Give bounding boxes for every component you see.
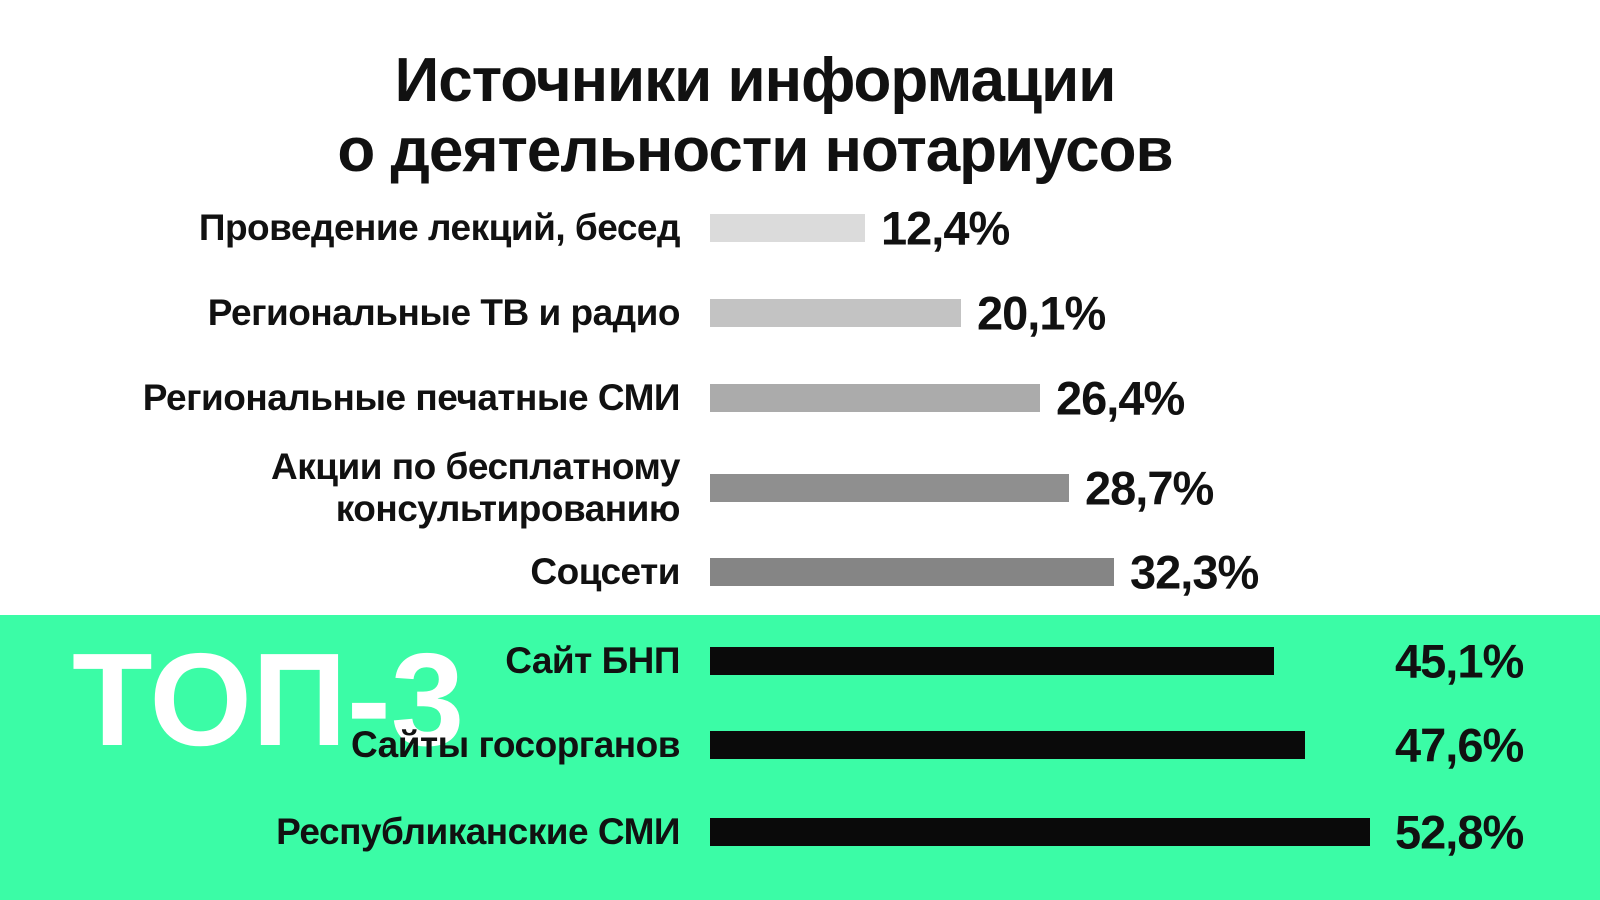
value-bar xyxy=(710,474,1069,502)
category-label: Сайты госорганов xyxy=(351,724,681,765)
value-bar xyxy=(710,558,1114,586)
category-label: Проведение лекций, бесед xyxy=(198,207,681,248)
value-label: 28,7% xyxy=(1085,461,1214,515)
category-label: Региональные ТВ и радио xyxy=(207,292,681,333)
value-label: 12,4% xyxy=(881,201,1010,255)
top3-label: ТОП-3 xyxy=(72,626,465,773)
value-label: 20,1% xyxy=(977,286,1106,340)
category-label: Региональные печатные СМИ xyxy=(142,377,681,418)
chart-title-line2: о деятельности нотариусов xyxy=(337,116,1173,185)
category-label: Соцсети xyxy=(530,551,680,592)
chart-title: Источники информации о деятельности нота… xyxy=(0,46,1510,186)
category-label: Акции по бесплатному консультированию xyxy=(271,446,680,529)
value-bar xyxy=(710,384,1040,412)
value-bar xyxy=(710,731,1305,759)
value-bar xyxy=(710,214,865,242)
value-label: 47,6% xyxy=(1395,718,1524,772)
value-label: 26,4% xyxy=(1056,371,1185,425)
chart-title-line1: Источники информации xyxy=(394,46,1117,115)
category-label: Республиканские СМИ xyxy=(276,811,680,852)
value-label: 32,3% xyxy=(1130,545,1259,599)
value-bar xyxy=(710,299,961,327)
value-label: 52,8% xyxy=(1395,805,1524,859)
value-bar xyxy=(710,818,1370,846)
value-label: 45,1% xyxy=(1395,634,1524,688)
value-bar xyxy=(710,647,1274,675)
category-label: Сайт БНП xyxy=(505,640,680,681)
